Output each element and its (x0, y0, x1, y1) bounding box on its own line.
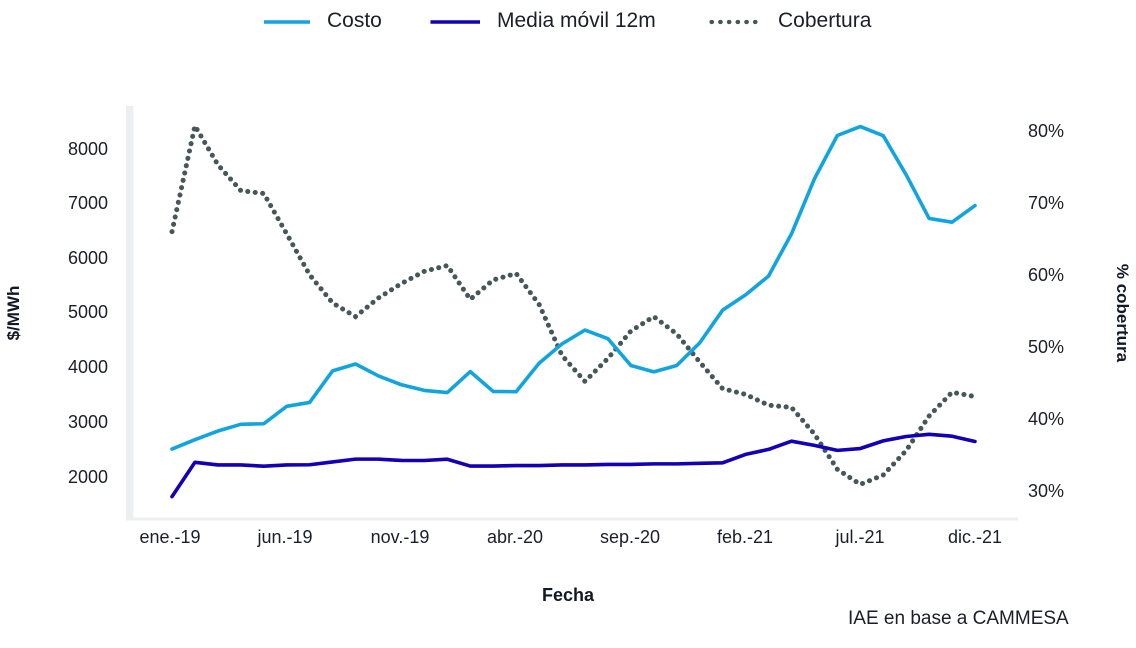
svg-text:abr.-20: abr.-20 (487, 527, 543, 547)
svg-text:jun.-19: jun.-19 (256, 527, 312, 547)
svg-text:jul.-21: jul.-21 (834, 527, 884, 547)
svg-text:30%: 30% (1028, 481, 1064, 501)
svg-text:3000: 3000 (68, 412, 108, 432)
svg-text:5000: 5000 (68, 302, 108, 322)
svg-text:80%: 80% (1028, 121, 1064, 141)
svg-text:70%: 70% (1028, 193, 1064, 213)
svg-text:8000: 8000 (68, 139, 108, 159)
svg-text:2000: 2000 (68, 467, 108, 487)
svg-text:40%: 40% (1028, 409, 1064, 429)
svg-text:nov.-19: nov.-19 (371, 527, 430, 547)
svg-text:50%: 50% (1028, 337, 1064, 357)
svg-text:60%: 60% (1028, 265, 1064, 285)
svg-text:7000: 7000 (68, 193, 108, 213)
svg-text:4000: 4000 (68, 357, 108, 377)
svg-text:ene.-19: ene.-19 (139, 527, 200, 547)
svg-text:6000: 6000 (68, 248, 108, 268)
svg-text:feb.-21: feb.-21 (717, 527, 773, 547)
svg-text:dic.-21: dic.-21 (948, 527, 1002, 547)
svg-text:sep.-20: sep.-20 (600, 527, 660, 547)
